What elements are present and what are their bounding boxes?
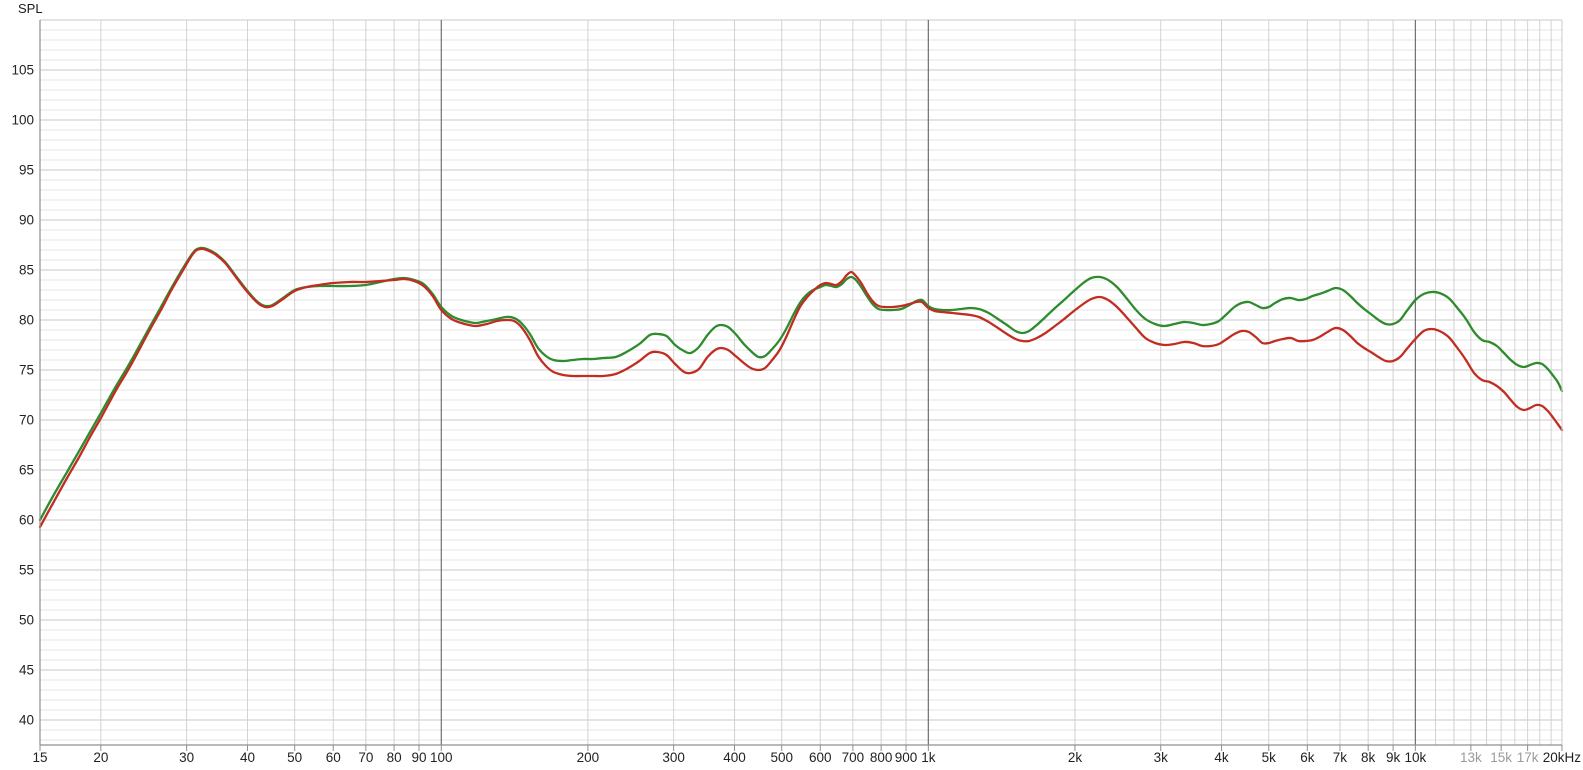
x-tick-label: 2k — [1068, 750, 1083, 765]
series-red-measurement — [38, 247, 1564, 529]
x-tick-label: 15 — [32, 750, 47, 765]
y-tick-label: 105 — [11, 63, 34, 78]
grid-major-vertical — [440, 20, 1416, 745]
y-tick-label: 75 — [19, 363, 34, 378]
x-tick-label: 70 — [358, 750, 373, 765]
grid-minor-vertical — [100, 20, 1552, 745]
y-tick-label: 95 — [19, 163, 34, 178]
x-tick-label: 17k — [1517, 750, 1539, 765]
x-tick-label: 700 — [842, 750, 865, 765]
x-tick-label: 80 — [387, 750, 402, 765]
x-tick-label: 5k — [1262, 750, 1277, 765]
x-tick-label: 300 — [662, 750, 685, 765]
x-axis-ticks — [39, 745, 1563, 751]
y-tick-label: 40 — [19, 713, 34, 728]
x-tick-label: 1k — [921, 750, 936, 765]
y-axis-title: SPL — [18, 1, 43, 16]
x-axis-labels: 15 20 30 40 50 60 70 80 90 100 200 300 400 500 600 700 8… — [32, 750, 1581, 765]
y-tick-label: 45 — [19, 663, 34, 678]
y-tick-label: 70 — [19, 413, 34, 428]
y-tick-label: 50 — [19, 613, 34, 628]
axes-frame — [39, 20, 1563, 746]
y-tick-label: 100 — [11, 113, 34, 128]
x-tick-label: 20kHz — [1543, 750, 1582, 765]
y-axis-labels: 40 45 50 55 60 65 70 75 80 85 90 95 100 105 — [11, 63, 34, 728]
y-tick-label: 65 — [19, 463, 34, 478]
x-tick-label: 6k — [1300, 750, 1315, 765]
x-tick-label: 50 — [287, 750, 302, 765]
x-tick-label: 800 — [870, 750, 893, 765]
y-tick-label: 90 — [19, 213, 34, 228]
y-tick-label: 80 — [19, 313, 34, 328]
series-group — [38, 246, 1564, 529]
x-tick-label: 7k — [1333, 750, 1348, 765]
x-tick-label: 500 — [770, 750, 793, 765]
y-tick-label: 55 — [19, 563, 34, 578]
x-tick-label: 3k — [1154, 750, 1169, 765]
x-tick-label: 10k — [1404, 750, 1426, 765]
x-tick-label: 90 — [411, 750, 426, 765]
series-green-measurement — [38, 246, 1564, 522]
x-tick-label: 900 — [895, 750, 918, 765]
y-tick-label: 60 — [19, 513, 34, 528]
x-tick-label: 100 — [430, 750, 453, 765]
grid-minor-horizontal — [40, 29, 1562, 741]
x-tick-label: 13k — [1460, 750, 1482, 765]
x-tick-label: 15k — [1490, 750, 1512, 765]
x-tick-label: 30 — [179, 750, 194, 765]
x-tick-label: 9k — [1386, 750, 1401, 765]
x-tick-label: 400 — [723, 750, 746, 765]
x-tick-label: 20 — [93, 750, 108, 765]
x-tick-label: 8k — [1361, 750, 1376, 765]
x-tick-label: 4k — [1214, 750, 1229, 765]
grid-major-horizontal — [40, 19, 1562, 721]
x-tick-label: 600 — [809, 750, 832, 765]
x-tick-label: 200 — [577, 750, 600, 765]
x-tick-label: 60 — [326, 750, 341, 765]
x-tick-label: 40 — [240, 750, 255, 765]
y-tick-label: 85 — [19, 263, 34, 278]
